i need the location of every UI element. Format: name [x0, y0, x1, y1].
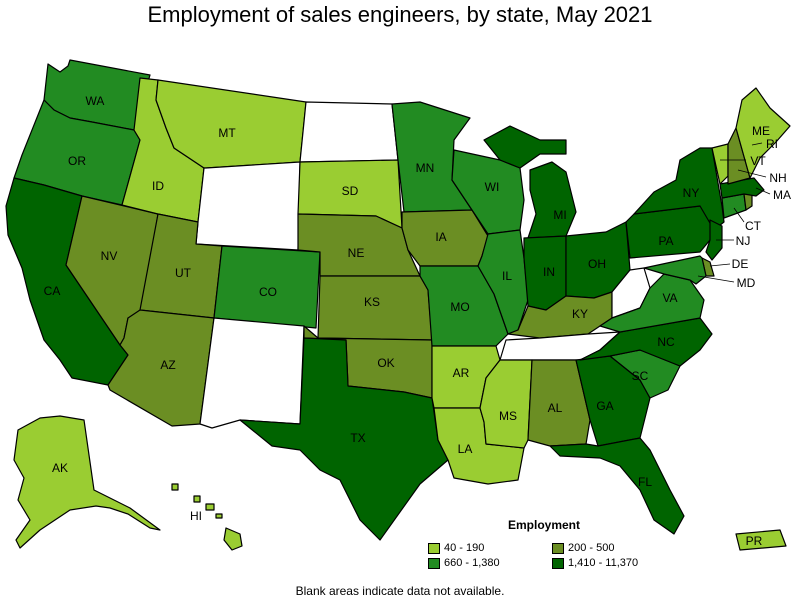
leader-ma	[755, 187, 771, 195]
label-sd: SD	[342, 184, 359, 198]
label-ut: UT	[175, 266, 192, 280]
label-ny: NY	[683, 186, 700, 200]
label-ak: AK	[52, 461, 68, 475]
state-nc	[579, 317, 713, 367]
label-mo: MO	[450, 300, 469, 314]
label-wa: WA	[86, 94, 105, 108]
state-me	[735, 87, 791, 179]
state-wy	[195, 161, 301, 251]
legend-swatch-1	[428, 542, 440, 554]
legend-title: Employment	[507, 518, 580, 532]
map-title: Employment of sales engineers, by state,…	[147, 2, 653, 27]
state-nm	[199, 317, 305, 429]
legend-item-2: 200 - 500	[552, 542, 682, 554]
label-al: AL	[548, 401, 563, 415]
label-nv: NV	[101, 249, 118, 263]
label-fl: FL	[638, 475, 652, 489]
label-tx: TX	[350, 431, 365, 445]
state-md	[643, 255, 707, 285]
label-il: IL	[502, 269, 512, 283]
leader-de	[709, 263, 731, 267]
label-wi: WI	[485, 180, 500, 194]
state-hi	[223, 527, 243, 551]
label-az: AZ	[160, 358, 175, 372]
label-id: ID	[152, 179, 164, 193]
state-ri	[743, 193, 753, 211]
legend: Employment 40 - 190 200 - 500 660 - 1,38…	[428, 518, 688, 569]
legend-label-3: 660 - 1,380	[444, 557, 500, 569]
state-nd	[299, 101, 399, 163]
state-mi-upper	[483, 125, 567, 169]
label-ia: IA	[435, 230, 446, 244]
label-in: IN	[543, 265, 555, 279]
label-la: LA	[458, 442, 473, 456]
label-ri: RI	[766, 137, 778, 151]
label-nh: NH	[769, 171, 786, 185]
legend-item-3: 660 - 1,380	[428, 557, 552, 569]
state-fl	[549, 437, 685, 535]
label-me: ME	[752, 124, 770, 138]
state-hi-islands	[171, 483, 223, 519]
legend-swatch-3	[428, 557, 440, 569]
label-nj: NJ	[736, 234, 751, 248]
label-ms: MS	[499, 409, 517, 423]
label-sc: SC	[632, 369, 649, 383]
state-nj	[705, 219, 723, 261]
label-vt: VT	[750, 154, 766, 168]
state-ms	[479, 359, 533, 449]
leader-nh	[737, 169, 767, 178]
label-de: DE	[732, 257, 749, 271]
legend-label-1: 40 - 190	[444, 542, 485, 554]
state-mi	[527, 161, 577, 239]
legend-label-4: 1,410 - 11,370	[568, 557, 639, 569]
label-md: MD	[737, 276, 756, 290]
state-co	[213, 245, 321, 329]
label-mn: MN	[416, 161, 435, 175]
label-ky: KY	[572, 307, 588, 321]
label-ok: OK	[377, 356, 394, 370]
label-ct: CT	[745, 219, 762, 233]
label-ca: CA	[44, 284, 61, 298]
label-ks: KS	[364, 295, 380, 309]
label-or: OR	[68, 154, 86, 168]
legend-grid: 40 - 190 200 - 500 660 - 1,380 1,410 - 1…	[428, 542, 688, 569]
label-mi: MI	[553, 208, 566, 222]
label-mt: MT	[218, 126, 236, 140]
legend-item-4: 1,410 - 11,370	[552, 557, 682, 569]
leader-md	[697, 275, 735, 283]
state-tx	[239, 337, 449, 541]
label-oh: OH	[588, 257, 606, 271]
legend-label-2: 200 - 500	[568, 542, 615, 554]
legend-item-1: 40 - 190	[428, 542, 552, 554]
state-ak	[13, 415, 161, 549]
leader-ri	[751, 142, 763, 146]
label-va: VA	[662, 291, 677, 305]
footnote: Blank areas indicate data not available.	[295, 584, 505, 598]
label-ne: NE	[348, 246, 365, 260]
label-ga: GA	[596, 399, 613, 413]
label-hi: HI	[190, 509, 202, 523]
label-nc: NC	[657, 335, 675, 349]
leader-ct	[733, 207, 745, 223]
legend-swatch-4	[552, 557, 564, 569]
state-pr	[735, 529, 787, 551]
label-pr: PR	[746, 534, 763, 548]
label-ma: MA	[773, 188, 791, 202]
legend-swatch-2	[552, 542, 564, 554]
label-pa: PA	[658, 234, 673, 248]
label-co: CO	[259, 285, 277, 299]
label-ar: AR	[453, 366, 470, 380]
state-nh	[727, 127, 751, 185]
